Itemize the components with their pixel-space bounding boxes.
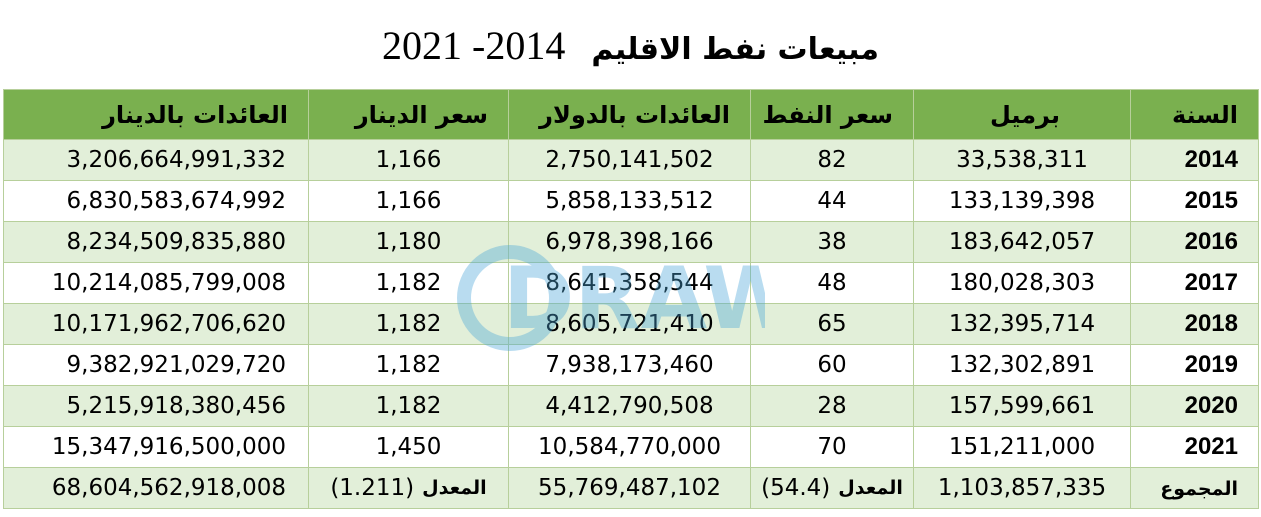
cell-dinar-rate: 1,180 [308, 221, 509, 263]
avg-dinar-rate-value: (1.211) [330, 475, 415, 501]
cell-oil-price: 70 [750, 426, 914, 468]
header-year: السنة [1130, 89, 1259, 140]
totals-label-text: المجموع [1160, 478, 1238, 500]
cell-dinar-rate: 1,450 [308, 426, 509, 468]
cell-revenue-iqd: 10,214,085,799,008 [3, 262, 309, 304]
oil-sales-table: العائدات بالدينار سعر الدينار العائدات ب… [3, 89, 1259, 509]
cell-oil-price: 82 [750, 139, 914, 181]
header-revenue-iqd: العائدات بالدينار [3, 89, 309, 140]
cell-year: 2021 [1130, 426, 1259, 468]
cell-oil-price: 28 [750, 385, 914, 427]
avg-dinar-rate-label: المعدل [422, 477, 487, 499]
total-revenue-iqd: 68,604,562,918,008 [3, 467, 309, 509]
cell-barrels: 133,139,398 [913, 180, 1131, 222]
header-barrels: برميل [913, 89, 1131, 140]
header-revenue-usd: العائدات بالدولار [508, 89, 751, 140]
cell-barrels: 132,395,714 [913, 303, 1131, 345]
cell-year: 2014 [1130, 139, 1259, 181]
cell-year: 2017 [1130, 262, 1259, 304]
cell-revenue-iqd: 8,234,509,835,880 [3, 221, 309, 263]
cell-revenue-iqd: 6,830,583,674,992 [3, 180, 309, 222]
table-row: 10,171,962,706,620 1,182 8,605,721,410 6… [3, 303, 1259, 345]
header-dinar-rate: سعر الدينار [308, 89, 509, 140]
cell-revenue-iqd: 10,171,962,706,620 [3, 303, 309, 345]
title-text: مبيعات نفط الاقليم [591, 32, 879, 67]
header-row: العائدات بالدينار سعر الدينار العائدات ب… [3, 89, 1259, 140]
table-row: 9,382,921,029,720 1,182 7,938,173,460 60… [3, 344, 1259, 386]
cell-year: 2019 [1130, 344, 1259, 386]
cell-revenue-usd: 10,584,770,000 [508, 426, 751, 468]
cell-dinar-rate: 1,182 [308, 344, 509, 386]
cell-barrels: 180,028,303 [913, 262, 1131, 304]
cell-barrels: 157,599,661 [913, 385, 1131, 427]
totals-label: المجموع [1130, 467, 1259, 509]
cell-revenue-iqd: 15,347,916,500,000 [3, 426, 309, 468]
cell-revenue-usd: 7,938,173,460 [508, 344, 751, 386]
cell-dinar-rate: 1,182 [308, 385, 509, 427]
cell-barrels: 132,302,891 [913, 344, 1131, 386]
cell-oil-price: 65 [750, 303, 914, 345]
cell-oil-price: 60 [750, 344, 914, 386]
cell-barrels: 183,642,057 [913, 221, 1131, 263]
cell-oil-price: 44 [750, 180, 914, 222]
cell-revenue-usd: 8,641,358,544 [508, 262, 751, 304]
cell-revenue-usd: 6,978,398,166 [508, 221, 751, 263]
cell-barrels: 151,211,000 [913, 426, 1131, 468]
table-row: 8,234,509,835,880 1,180 6,978,398,166 38… [3, 221, 1259, 263]
cell-revenue-iqd: 5,215,918,380,456 [3, 385, 309, 427]
cell-dinar-rate: 1,182 [308, 303, 509, 345]
cell-revenue-iqd: 3,206,664,991,332 [3, 139, 309, 181]
cell-revenue-usd: 5,858,133,512 [508, 180, 751, 222]
total-revenue-usd: 55,769,487,102 [508, 467, 751, 509]
avg-dinar-rate-cell: (1.211) المعدل [308, 467, 509, 509]
avg-oil-price-cell: (54.4) المعدل [750, 467, 914, 509]
table-row: 3,206,664,991,332 1,166 2,750,141,502 82… [3, 139, 1259, 181]
table-row: 10,214,085,799,008 1,182 8,641,358,544 4… [3, 262, 1259, 304]
avg-oil-price-label: المعدل [838, 477, 903, 499]
totals-row: 68,604,562,918,008 (1.211) المعدل 55,769… [3, 467, 1259, 509]
cell-revenue-usd: 8,605,721,410 [508, 303, 751, 345]
title-years: 2021 -2014 [382, 23, 566, 68]
header-oil-price: سعر النفط [750, 89, 914, 140]
cell-revenue-usd: 2,750,141,502 [508, 139, 751, 181]
cell-dinar-rate: 1,182 [308, 262, 509, 304]
cell-revenue-usd: 4,412,790,508 [508, 385, 751, 427]
cell-oil-price: 38 [750, 221, 914, 263]
table-row: 6,830,583,674,992 1,166 5,858,133,512 44… [3, 180, 1259, 222]
cell-revenue-iqd: 9,382,921,029,720 [3, 344, 309, 386]
cell-year: 2018 [1130, 303, 1259, 345]
total-barrels: 1,103,857,335 [913, 467, 1131, 509]
cell-dinar-rate: 1,166 [308, 139, 509, 181]
cell-barrels: 33,538,311 [913, 139, 1131, 181]
cell-year: 2020 [1130, 385, 1259, 427]
table-row: 5,215,918,380,456 1,182 4,412,790,508 28… [3, 385, 1259, 427]
cell-year: 2015 [1130, 180, 1259, 222]
cell-dinar-rate: 1,166 [308, 180, 509, 222]
table-row: 15,347,916,500,000 1,450 10,584,770,000 … [3, 426, 1259, 468]
table-title: مبيعات نفط الاقليم 2021 -2014 [0, 22, 1261, 82]
cell-year: 2016 [1130, 221, 1259, 263]
cell-oil-price: 48 [750, 262, 914, 304]
avg-oil-price-value: (54.4) [761, 475, 831, 501]
